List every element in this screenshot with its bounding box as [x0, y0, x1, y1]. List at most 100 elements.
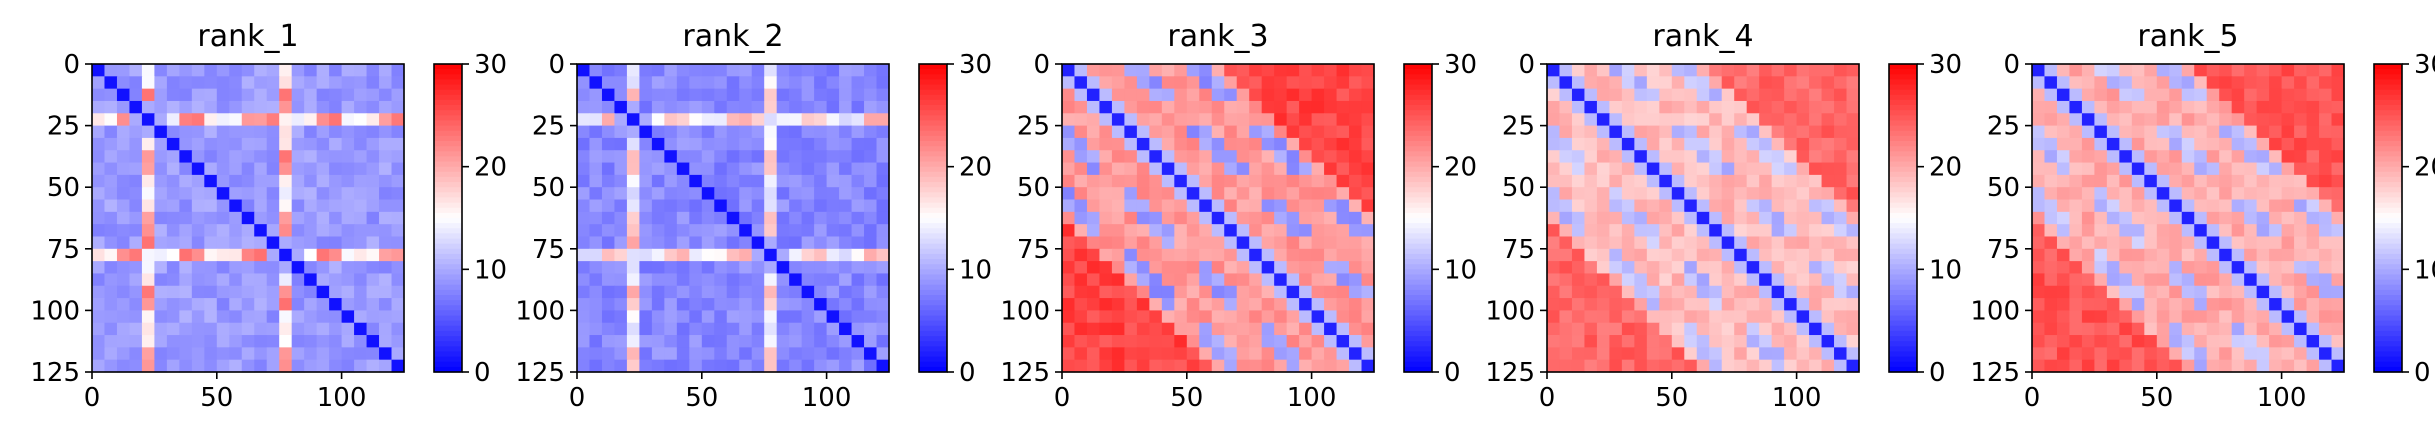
heatmap-cell	[1062, 273, 1076, 287]
heatmap-cell	[639, 236, 653, 250]
y-tick-label: 100	[1000, 296, 1050, 326]
heatmap-cell	[1186, 76, 1200, 90]
heatmap-cell	[589, 310, 603, 324]
heatmap-cell	[2256, 150, 2270, 164]
heatmap-cell	[676, 174, 690, 188]
heatmap-cell	[92, 298, 106, 311]
heatmap-cell	[639, 113, 653, 127]
heatmap-cell	[141, 137, 155, 151]
heatmap-cell	[116, 187, 131, 201]
heatmap-cell	[2094, 199, 2108, 213]
colorbar-segment	[919, 284, 947, 291]
heatmap-cell	[1671, 125, 1685, 139]
heatmap-cell	[1834, 113, 1848, 127]
heatmap-cell	[104, 224, 118, 238]
heatmap-cell	[1547, 113, 1561, 127]
heatmap-cell	[2244, 76, 2258, 90]
heatmap-cell	[2169, 199, 2183, 213]
heatmap-cell	[1846, 236, 1860, 250]
heatmap-cell	[826, 100, 840, 114]
heatmap-cell	[2156, 64, 2170, 77]
heatmap-cell	[254, 236, 268, 250]
colorbar-segment	[434, 176, 462, 183]
heatmap-cell	[2181, 273, 2195, 287]
heatmap-cell	[1324, 335, 1338, 348]
heatmap-cell	[2081, 76, 2095, 90]
heatmap-cell	[601, 76, 616, 90]
heatmap-cell	[2219, 162, 2233, 176]
colorbar-segment	[1404, 233, 1432, 240]
heatmap-cell	[2081, 211, 2095, 225]
heatmap-cell	[1596, 335, 1610, 348]
colorbar-segment	[1404, 336, 1432, 342]
heatmap-cell	[2319, 162, 2333, 176]
heatmap-cell	[1796, 261, 1810, 275]
colorbar-segment	[1404, 325, 1432, 332]
heatmap-cell	[1734, 187, 1748, 201]
heatmap-cell	[366, 150, 380, 164]
heatmap-cell	[1584, 273, 1598, 287]
heatmap-cell	[1249, 273, 1263, 287]
colorbar-segment	[1404, 218, 1432, 224]
heatmap-cell	[639, 310, 653, 324]
colorbar-segment	[1404, 74, 1432, 80]
heatmap-cell	[1111, 347, 1125, 361]
colorbar-segment	[2374, 135, 2402, 142]
heatmap-cell	[1621, 285, 1635, 299]
heatmap-cell	[1609, 64, 1623, 77]
heatmap-cell	[2081, 322, 2095, 336]
colorbar-segment	[434, 110, 462, 116]
heatmap-cell	[864, 310, 878, 324]
heatmap-cell	[1174, 76, 1188, 90]
colorbar-tick-label: 10	[959, 255, 992, 285]
heatmap-cell	[776, 236, 790, 250]
heatmap-cell	[354, 347, 368, 361]
heatmap-cell	[279, 150, 293, 164]
heatmap-cell	[1584, 211, 1598, 225]
heatmap-cell	[141, 248, 155, 262]
heatmap-cell	[1684, 88, 1698, 102]
heatmap-cell	[341, 224, 355, 238]
heatmap-cell	[1062, 310, 1076, 324]
colorbar-segment	[2374, 161, 2402, 168]
heatmap-cell	[2219, 150, 2233, 164]
heatmap-cell	[279, 211, 293, 225]
heatmap-cell	[839, 310, 853, 324]
heatmap-cell	[1596, 174, 1610, 188]
heatmap-cell	[2094, 261, 2108, 275]
heatmap-cell	[1796, 125, 1810, 139]
heatmap-cell	[2206, 285, 2220, 299]
heatmap-cell	[1062, 88, 1076, 102]
heatmap-cell	[1846, 187, 1860, 201]
heatmap-cell	[626, 224, 640, 238]
heatmap-cell	[379, 285, 393, 299]
heatmap-cell	[676, 76, 690, 90]
heatmap-cell	[141, 100, 155, 114]
heatmap-cell	[229, 137, 243, 151]
heatmap-cell	[154, 125, 168, 139]
heatmap-cell	[1236, 285, 1250, 299]
heatmap-cell	[664, 224, 678, 238]
heatmap-cell	[1111, 113, 1125, 127]
heatmap-cell	[204, 236, 218, 250]
colorbar-segment	[1404, 187, 1432, 193]
heatmap-cell	[1634, 76, 1648, 90]
heatmap-cell	[2032, 64, 2046, 77]
heatmap-cell	[1621, 211, 1635, 225]
heatmap-cell	[1746, 298, 1760, 311]
heatmap-cell	[1721, 236, 1735, 250]
heatmap-cell	[179, 310, 193, 324]
heatmap-cell	[2081, 100, 2095, 114]
heatmap-cell	[1547, 100, 1561, 114]
colorbar-segment	[1404, 84, 1432, 91]
heatmap-cell	[204, 137, 218, 151]
heatmap-cell	[1771, 261, 1785, 275]
heatmap-cell	[179, 248, 193, 262]
heatmap-cell	[1274, 174, 1288, 188]
colorbar-tick-label: 0	[474, 358, 491, 388]
heatmap-cell	[1746, 335, 1760, 348]
heatmap-cell	[1174, 273, 1188, 287]
x-tick-label: 0	[569, 383, 586, 413]
heatmap-cell	[1634, 211, 1648, 225]
heatmap-cell	[1721, 199, 1735, 213]
